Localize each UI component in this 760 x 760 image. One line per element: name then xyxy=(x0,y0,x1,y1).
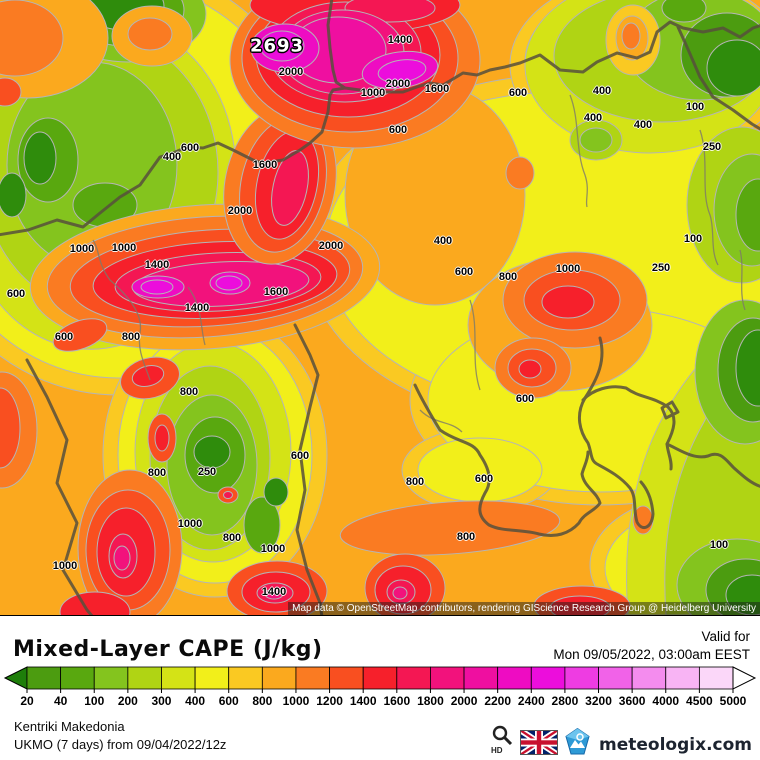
legend-tick-label: 1800 xyxy=(417,694,444,708)
valid-time-block: Valid for Mon 09/05/2022, 03:00am EEST xyxy=(553,628,750,664)
hd-quality-indicator: HD xyxy=(491,725,513,755)
valid-label: Valid for xyxy=(701,629,750,644)
legend-tick-label: 40 xyxy=(54,694,68,708)
legend-segment xyxy=(194,666,230,690)
valid-datetime: Mon 09/05/2022, 03:00am EEST xyxy=(553,647,750,662)
legend-tick-label: 2400 xyxy=(518,694,545,708)
legend-tick-label: 300 xyxy=(151,694,171,708)
legend-segment xyxy=(564,666,599,690)
legend-tick-label: 4000 xyxy=(652,694,679,708)
legend-segment xyxy=(295,666,330,690)
model-info-block: Kentriki Makedonia UKMO (7 days) from 09… xyxy=(14,718,226,754)
hd-label: HD xyxy=(491,746,503,755)
cape-contour-canvas xyxy=(0,0,760,615)
legend-segment xyxy=(228,666,263,690)
legend-segment xyxy=(463,666,499,690)
legend-arrow-right xyxy=(732,666,757,690)
color-scale-legend: 20 40 100 200 300 400 600 800 1000 1200 1400 1600 18… xyxy=(3,666,757,708)
magnifier-icon xyxy=(492,725,513,746)
legend-tick-label: 100 xyxy=(84,694,104,708)
page-title: Mixed-Layer CAPE (J/kg) xyxy=(13,637,323,662)
map-attribution: Map data © OpenStreetMap contributors, r… xyxy=(288,602,760,615)
brand-name: meteologix.com xyxy=(599,735,752,755)
legend-segment xyxy=(329,666,364,690)
legend-segment xyxy=(261,666,297,690)
legend-segment xyxy=(430,666,465,690)
cape-map: 1400 2000 2000 1600 1000 600 600 400 400 400 100 25… xyxy=(0,0,760,615)
legend-tick-label: 1600 xyxy=(383,694,410,708)
legend-segment xyxy=(698,666,734,690)
legend-tick-label: 2000 xyxy=(451,694,478,708)
meteologix-logo-icon xyxy=(565,728,590,755)
admin-borders xyxy=(92,94,746,433)
legend-segment xyxy=(598,666,633,690)
legend-segment xyxy=(631,666,667,690)
country-borders xyxy=(0,0,760,615)
legend-tick-label: 3600 xyxy=(619,694,646,708)
legend-tick-label: 4500 xyxy=(686,694,713,708)
legend-tick-label: 400 xyxy=(185,694,205,708)
legend-tick-label: 800 xyxy=(252,694,272,708)
legend-tick-label: 3200 xyxy=(585,694,612,708)
model-run: UKMO (7 days) from 09/04/2022/12z xyxy=(14,737,227,752)
legend-segment xyxy=(161,666,196,690)
legend-segment xyxy=(396,666,431,690)
legend-tick-label: 1400 xyxy=(350,694,377,708)
branding-block: HD meteologix.com xyxy=(491,725,752,755)
legend-tick-label: 2800 xyxy=(552,694,579,708)
legend-tick-label: 200 xyxy=(118,694,138,708)
uk-flag-icon xyxy=(520,730,559,755)
legend-segment xyxy=(530,666,566,690)
legend-arrow-left xyxy=(3,666,28,690)
legend-tick-label: 2200 xyxy=(484,694,511,708)
legend-segment xyxy=(497,666,532,690)
legend-segment xyxy=(93,666,129,690)
info-panel: Mixed-Layer CAPE (J/kg) Valid for Mon 09… xyxy=(0,615,760,760)
legend-segment xyxy=(60,666,95,690)
legend-tick-label: 20 xyxy=(20,694,34,708)
legend-tick-label: 1000 xyxy=(283,694,310,708)
legend-tick-label: 600 xyxy=(219,694,239,708)
legend-segment xyxy=(665,666,700,690)
legend-tick-label: 5000 xyxy=(720,694,747,708)
legend-tick-label: 1200 xyxy=(316,694,343,708)
legend-segment xyxy=(362,666,398,690)
legend-segment xyxy=(26,666,62,690)
region-name: Kentriki Makedonia xyxy=(14,719,125,734)
legend-segment xyxy=(127,666,162,690)
